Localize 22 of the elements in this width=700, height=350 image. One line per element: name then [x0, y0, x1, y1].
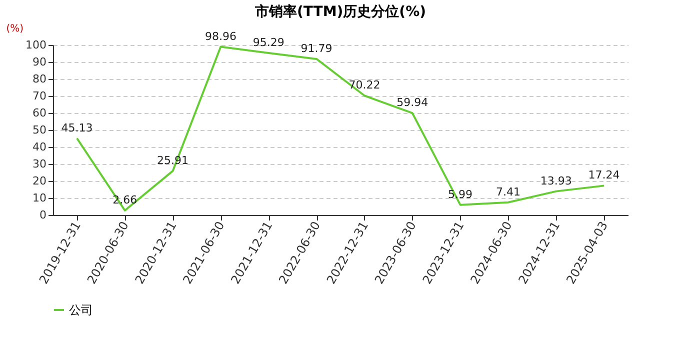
y-tick-label: 20	[32, 174, 46, 188]
y-tick-label: 10	[32, 192, 46, 204]
y-axis-title: (%)	[6, 24, 24, 34]
y-tick-label: 0	[40, 208, 46, 222]
legend-label: 公司	[69, 303, 93, 317]
data-label: 45.13	[61, 121, 93, 134]
y-tick-label: 50	[32, 124, 46, 136]
y-tick-label: 80	[32, 72, 46, 86]
data-label: 13.93	[540, 174, 572, 188]
y-tick-label: 90	[32, 56, 46, 68]
data-label: 59.94	[396, 96, 428, 110]
data-label: 91.79	[300, 42, 332, 55]
data-label: 7.41	[496, 185, 520, 198]
data-label: 98.96	[204, 30, 236, 43]
y-tick-label: 70	[32, 90, 46, 102]
y-tick-label: 40	[32, 140, 46, 154]
y-tick-label: 100	[26, 38, 46, 52]
y-tick-label: 30	[32, 158, 46, 170]
chart-title: 市销率(TTM)历史分位(%)	[254, 3, 426, 20]
y-tick-label: 60	[32, 106, 46, 120]
data-label: 95.29	[252, 36, 284, 50]
data-label: 17.24	[588, 168, 620, 182]
